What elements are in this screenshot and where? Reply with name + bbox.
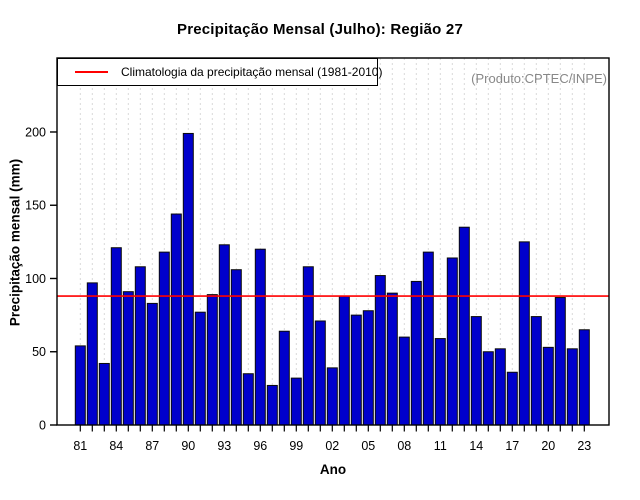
bar-2016 <box>494 348 506 426</box>
bar-2003 <box>338 295 350 426</box>
bar-1996 <box>254 248 266 426</box>
bar-1998 <box>278 330 290 426</box>
y-tick-label-100: 100 <box>25 272 46 286</box>
y-axis-title: Precipitação mensal (mm) <box>7 158 23 327</box>
x-tick-label-96: 96 <box>253 439 267 453</box>
bar-2015 <box>482 351 494 426</box>
bar-2008 <box>398 336 410 426</box>
bar-2020 <box>542 346 554 426</box>
bar-1993 <box>218 244 230 426</box>
bar-2022 <box>566 348 578 426</box>
y-tick-label-200: 200 <box>25 125 46 139</box>
x-tick-label-90: 90 <box>181 439 195 453</box>
bar-1992 <box>206 294 218 426</box>
bar-1990 <box>182 132 194 426</box>
legend-label: Climatologia da precipitação mensal (198… <box>121 65 383 79</box>
x-tick-label-17: 17 <box>505 439 519 453</box>
bar-2018 <box>518 241 530 426</box>
bar-1991 <box>194 311 206 426</box>
bar-2002 <box>326 367 338 426</box>
bar-2006 <box>374 275 386 426</box>
bar-1984 <box>110 247 122 426</box>
x-tick-label-81: 81 <box>73 439 87 453</box>
legend-box: Climatologia da precipitação mensal (198… <box>57 58 382 86</box>
bar-1997 <box>266 384 278 426</box>
product-credit-text: (Produto:CPTEC/INPE) <box>471 71 607 86</box>
x-tick-label-08: 08 <box>397 439 411 453</box>
x-axis-title: Ano <box>319 462 347 477</box>
bar-2007 <box>386 292 398 426</box>
bar-1987 <box>146 302 158 426</box>
x-tick-label-14: 14 <box>469 439 483 453</box>
x-tick-label-20: 20 <box>541 439 555 453</box>
bar-2010 <box>422 251 434 426</box>
x-tick-label-05: 05 <box>361 439 375 453</box>
bar-2000 <box>302 266 314 426</box>
x-tick-label-99: 99 <box>289 439 303 453</box>
y-tick-label-0: 0 <box>39 419 46 433</box>
bar-2012 <box>446 257 458 426</box>
x-tick-label-23: 23 <box>577 439 591 453</box>
y-tick-label-50: 50 <box>32 345 46 359</box>
bar-1983 <box>98 362 110 426</box>
bar-1985 <box>122 291 134 426</box>
x-tick-label-93: 93 <box>217 439 231 453</box>
bar-1988 <box>158 251 170 426</box>
bar-2009 <box>410 280 422 426</box>
chart-title: Precipitação Mensal (Julho): Região 27 <box>176 21 463 38</box>
bar-2014 <box>470 316 482 426</box>
x-tick-label-11: 11 <box>434 439 447 453</box>
bar-2023 <box>578 329 590 426</box>
x-tick-label-87: 87 <box>145 439 159 453</box>
bar-1994 <box>230 269 242 426</box>
bar-2021 <box>554 297 566 426</box>
bar-2017 <box>506 371 518 426</box>
bar-1989 <box>170 213 182 426</box>
bar-1986 <box>134 266 146 426</box>
x-tick-label-02: 02 <box>325 439 339 453</box>
bar-1995 <box>242 373 254 426</box>
bar-1999 <box>290 377 302 426</box>
bar-2005 <box>362 310 374 426</box>
legend-red-line-sample <box>75 71 108 73</box>
y-tick-label-150: 150 <box>25 199 46 213</box>
bar-2013 <box>458 226 470 426</box>
bar-2019 <box>530 316 542 426</box>
bar-2004 <box>350 314 362 426</box>
bar-2011 <box>434 338 446 426</box>
bar-1982 <box>86 282 98 426</box>
bar-2001 <box>314 320 326 426</box>
bar-1981 <box>74 345 86 426</box>
x-tick-label-84: 84 <box>109 439 123 453</box>
